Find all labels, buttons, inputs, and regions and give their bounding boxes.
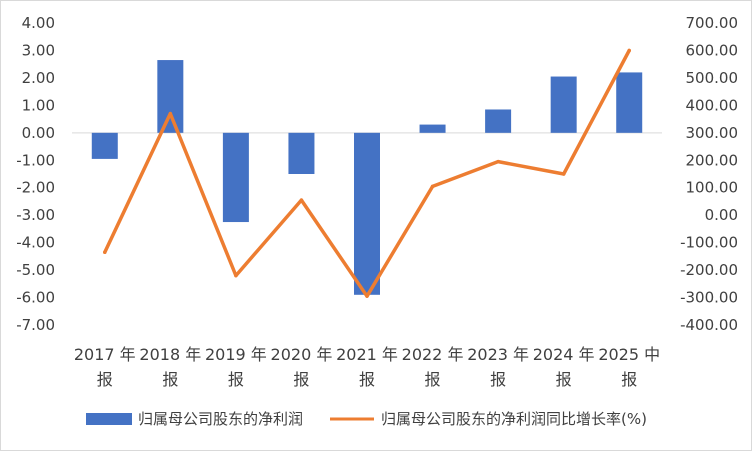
line-series — [103, 48, 631, 298]
right-axis-tick-label: -300.00 — [680, 289, 738, 307]
x-axis-tick-label: 报 — [621, 370, 637, 389]
bar — [288, 132, 315, 174]
x-axis-tick-label: 2024 年 — [533, 345, 595, 364]
right-axis-tick-label: 100.00 — [686, 179, 739, 197]
x-axis-tick-label: 2025 中 — [598, 345, 660, 364]
legend: 归属母公司股东的净利润 归属母公司股东的净利润同比增长率(%) — [86, 410, 647, 428]
left-axis-tick-label: 4.00 — [22, 14, 55, 32]
right-axis-tick-label: -100.00 — [680, 234, 738, 252]
line-point — [561, 172, 566, 176]
left-axis-tick-label: -4.00 — [16, 234, 55, 252]
x-axis-tick-label: 2017 年 — [74, 345, 136, 364]
right-axis-tick-label: 500.00 — [686, 69, 739, 87]
left-axis-tick-label: -1.00 — [16, 151, 55, 169]
right-axis-tick-label: 700.00 — [686, 14, 739, 32]
left-axis-tick-label: -7.00 — [16, 316, 55, 334]
left-axis-tick-label: -3.00 — [16, 206, 55, 224]
x-axis-tick-label: 报 — [556, 370, 572, 389]
bar — [354, 132, 380, 295]
bar-series — [91, 60, 643, 295]
legend-bar-label: 归属母公司股东的净利润 — [138, 410, 303, 428]
right-axis-tick-label: -400.00 — [680, 316, 738, 334]
right-axis: 700.00 600.00 500.00 400.00 300.00 200.00 100.… — [680, 14, 738, 334]
line-point — [430, 184, 435, 189]
line-point — [234, 273, 238, 278]
left-axis: 4.00 3.00 2.00 1.00 0.00 -1.00 -2.00 -3.00 -4.00… — [16, 14, 55, 334]
left-axis-tick-label: 0.00 — [22, 124, 55, 142]
bar — [91, 132, 118, 159]
x-axis-tick-label: 报 — [490, 370, 506, 389]
x-axis-tick-label: 报 — [425, 370, 441, 389]
x-axis-tick-label: 报 — [293, 370, 309, 389]
bar — [550, 76, 577, 133]
right-axis-tick-label: 600.00 — [686, 41, 739, 59]
x-axis-tick-label: 2022 年 — [402, 345, 464, 364]
right-axis-tick-label: 400.00 — [686, 96, 739, 114]
bar — [419, 124, 446, 133]
line-point — [365, 294, 369, 298]
bar — [222, 132, 249, 223]
left-axis-tick-label: 2.00 — [22, 69, 55, 87]
line-point — [299, 198, 304, 202]
x-axis-tick-label: 报 — [162, 370, 178, 389]
x-axis-tick-label: 2018 年 — [139, 345, 201, 364]
bar — [485, 109, 512, 133]
left-axis-tick-label: 1.00 — [22, 96, 55, 114]
bar — [157, 60, 184, 133]
left-axis-tick-label: -6.00 — [16, 289, 55, 307]
x-axis-tick-label: 2021 年 — [336, 345, 398, 364]
x-axis-tick-label: 2023 年 — [467, 345, 529, 364]
line-point — [103, 250, 107, 254]
legend-bar-swatch — [86, 413, 132, 425]
bar — [616, 72, 643, 133]
x-axis-tick-label: 2019 年 — [205, 345, 267, 364]
left-axis-tick-label: -5.00 — [16, 261, 55, 279]
right-axis-tick-label: 0.00 — [705, 206, 738, 224]
x-axis-tick-label: 报 — [228, 370, 244, 389]
x-axis-tick-label: 报 — [359, 370, 375, 389]
x-axis-tick-label: 2020 年 — [271, 345, 333, 364]
legend-line-label: 归属母公司股东的净利润同比增长率(%) — [381, 410, 647, 428]
x-axis-tick-label: 报 — [97, 370, 113, 389]
line-point — [168, 111, 173, 116]
line-point — [496, 159, 500, 164]
line-point — [627, 48, 631, 53]
left-axis-tick-label: -2.00 — [16, 179, 55, 197]
left-axis-tick-label: 3.00 — [22, 41, 55, 59]
right-axis-tick-label: -200.00 — [680, 261, 738, 279]
right-axis-tick-label: 200.00 — [686, 151, 739, 169]
right-axis-tick-label: 300.00 — [686, 124, 739, 142]
